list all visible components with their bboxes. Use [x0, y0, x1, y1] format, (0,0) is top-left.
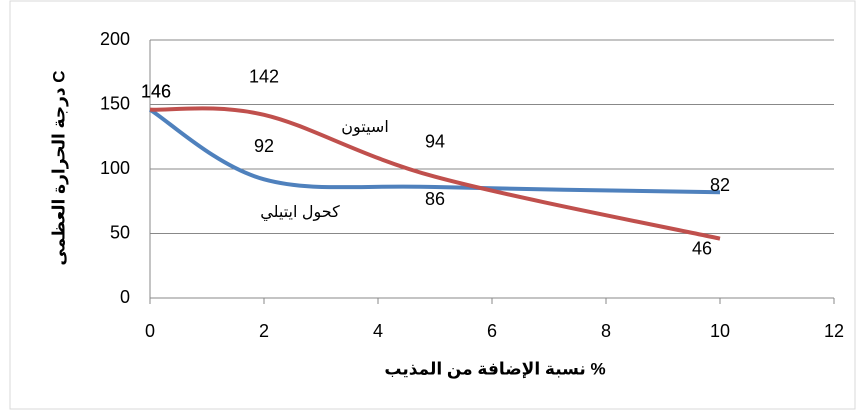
series-line [149, 106, 721, 241]
y-tick-label: 200 [100, 29, 130, 49]
x-tick-label: 8 [601, 321, 611, 341]
x-tick-label: 10 [710, 321, 730, 341]
chart-frame [9, 0, 856, 410]
y-axis-label: درجة الحرارة العظمى C [49, 70, 69, 265]
y-tick-label: 150 [100, 93, 130, 113]
data-label: 146 [141, 81, 171, 101]
data-label: 146 [141, 81, 171, 101]
y-tick-label: 0 [120, 287, 130, 307]
series-name: كحول ايتيلي [260, 204, 340, 222]
series-name: اسيتون [341, 119, 389, 137]
data-label: 94 [425, 131, 445, 151]
x-tick-label: 2 [259, 321, 269, 341]
series-line [148, 107, 721, 195]
x-tick-label: 4 [373, 321, 383, 341]
data-label: 46 [692, 238, 712, 258]
x-axis-label: نسبة الإضافة من المذيب % [384, 359, 605, 379]
y-tick-label: 50 [110, 222, 130, 242]
data-label: 86 [425, 189, 445, 209]
x-tick-label: 12 [824, 321, 844, 341]
data-label: 92 [254, 136, 274, 156]
data-label: 142 [249, 67, 279, 87]
x-tick-label: 6 [487, 321, 497, 341]
y-tick-label: 100 [100, 158, 130, 178]
x-tick-label: 0 [145, 321, 155, 341]
data-label: 82 [710, 175, 730, 195]
